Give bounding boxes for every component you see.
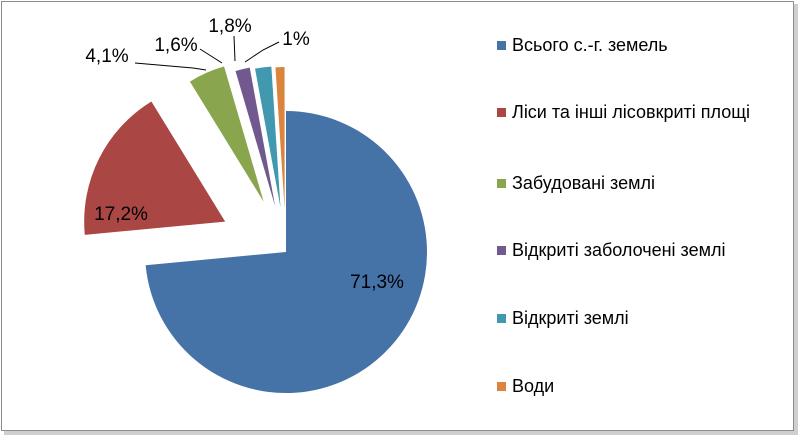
legend: Всього с.-г. земель Ліси та інші лісовкр… — [497, 0, 792, 430]
leader-line — [233, 35, 236, 62]
legend-item: Забудовані землі — [497, 171, 655, 195]
legend-swatch — [497, 40, 506, 50]
pie-slice — [84, 101, 226, 235]
legend-label: Всього с.-г. земель — [512, 34, 668, 55]
pie-slice — [235, 67, 276, 207]
pie-slice — [189, 66, 264, 202]
legend-label: Ліси та інші лісовкриті площі — [512, 101, 751, 122]
legend-swatch — [497, 107, 506, 117]
legend-swatch — [497, 178, 506, 188]
legend-swatch — [497, 381, 506, 391]
data-label: 4,1% — [85, 46, 128, 67]
legend-item: Води — [497, 374, 554, 398]
leader-lines — [134, 35, 280, 71]
legend-label: Води — [512, 375, 555, 396]
pie-slice — [255, 66, 281, 208]
legend-item: Ліси та інші лісовкриті площі — [497, 100, 750, 124]
leader-line — [244, 41, 280, 63]
legend-swatch — [497, 245, 506, 255]
frame-shadow-bottom — [4, 431, 798, 435]
legend-label: Відкриті заболочені землі — [512, 239, 726, 260]
legend-swatch — [497, 313, 506, 323]
data-label: 1,8% — [208, 16, 251, 37]
data-label: 1,6% — [154, 35, 197, 56]
pie-slices — [84, 66, 427, 394]
data-label: 71,3% — [350, 272, 404, 293]
data-labels: 71,3% 17,2% 4,1% 1,6% 1,8% 1% — [85, 16, 404, 293]
pie-slice — [145, 111, 427, 394]
data-label: 1% — [282, 29, 310, 50]
legend-item: Всього с.-г. земель — [497, 33, 668, 57]
leader-line — [199, 48, 223, 64]
legend-label: Забудовані землі — [512, 172, 655, 193]
data-label: 17,2% — [94, 204, 148, 225]
legend-label: Відкриті землі — [512, 307, 629, 328]
legend-item: Відкриті землі — [497, 306, 629, 330]
legend-item: Відкриті заболочені землі — [497, 238, 725, 262]
frame-shadow-right — [794, 4, 798, 434]
pie-slice — [275, 67, 285, 209]
leader-line — [134, 62, 207, 71]
